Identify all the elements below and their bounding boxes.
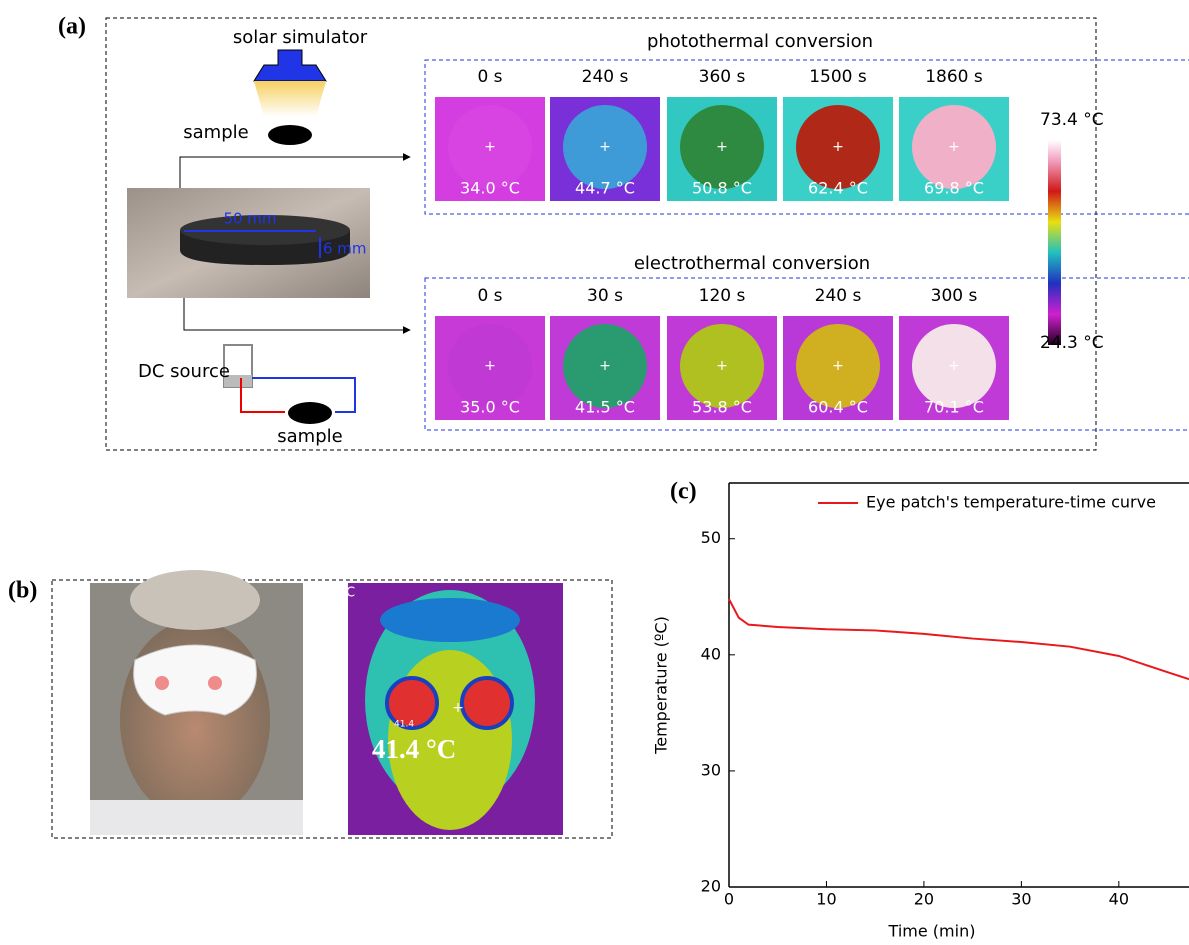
y-tick-label: 20 xyxy=(701,877,721,896)
section-title: photothermal conversion xyxy=(647,31,873,52)
light-beam xyxy=(254,81,326,117)
time-label: 240 s xyxy=(815,286,862,306)
temperature: 41.4 °C xyxy=(372,734,456,764)
panel-label: (b) xyxy=(8,578,37,604)
crosshair: + xyxy=(599,139,611,155)
temperature-label: 41.5 °C xyxy=(575,398,635,417)
crosshair: + xyxy=(832,139,844,155)
hair xyxy=(130,570,260,630)
colorbar xyxy=(1048,140,1061,345)
time-label: 360 s xyxy=(699,67,746,87)
decor xyxy=(208,676,222,690)
time-label: 1860 s xyxy=(925,67,983,87)
temperature-label: 35.0 °C xyxy=(460,398,520,417)
time-label: 30 s xyxy=(587,286,623,306)
label: DC source xyxy=(138,361,230,382)
temperature-label: 60.4 °C xyxy=(808,398,868,417)
temperature-label: 62.4 °C xyxy=(808,179,868,198)
time-label: 240 s xyxy=(582,67,629,87)
spot-value: 41.4 xyxy=(394,720,414,730)
label: 50 mm xyxy=(223,210,276,228)
x-tick-label: 10 xyxy=(816,890,836,909)
y-tick-label: 30 xyxy=(701,760,721,779)
y-tick-label: 40 xyxy=(701,644,721,663)
temperature-label: 69.8 °C xyxy=(924,179,984,198)
temperature-label: 50.8 °C xyxy=(692,179,752,198)
time-label: 300 s xyxy=(931,286,978,306)
label: 6 mm xyxy=(323,240,367,258)
label: sample xyxy=(277,426,342,447)
crosshair: + xyxy=(832,358,844,374)
time-label: 120 s xyxy=(699,286,746,306)
thermal-corner: C xyxy=(346,586,355,601)
label: solar simulator xyxy=(233,27,368,48)
x-axis-label: Time (min) xyxy=(888,922,976,941)
sample-icon xyxy=(268,125,312,145)
arrow xyxy=(184,298,410,330)
legend-label: Eye patch's temperature-time curve xyxy=(866,493,1156,512)
shirt xyxy=(90,800,303,835)
time-label: 0 s xyxy=(477,67,502,87)
time-label: 1500 s xyxy=(809,67,867,87)
crosshair: + xyxy=(599,358,611,374)
crosshair: + xyxy=(452,700,464,716)
simulator-icon xyxy=(254,50,326,81)
colorbar-label: 73.4 °C xyxy=(1040,110,1104,130)
x-tick-label: 20 xyxy=(914,890,934,909)
x-tick-label: 40 xyxy=(1109,890,1129,909)
x-tick-label: 30 xyxy=(1011,890,1031,909)
x-tick-label: 0 xyxy=(724,890,734,909)
section-title: electrothermal conversion xyxy=(634,253,870,274)
crosshair: + xyxy=(948,358,960,374)
series-line xyxy=(729,599,1189,679)
y-axis-label: Temperature (ºC) xyxy=(652,616,671,755)
arrow xyxy=(180,157,410,188)
figure: (a) solar simulator sample 50 mm 6 mm DC… xyxy=(0,0,1189,945)
colorbar-label: 24.3 °C xyxy=(1040,333,1104,353)
temperature-label: 44.7 °C xyxy=(575,179,635,198)
y-tick-label: 50 xyxy=(701,528,721,547)
crosshair: + xyxy=(484,139,496,155)
panel-label: (a) xyxy=(58,14,86,40)
crosshair: + xyxy=(716,139,728,155)
thermal-eye xyxy=(462,678,512,728)
thermal-hair xyxy=(380,598,520,642)
crosshair: + xyxy=(948,139,960,155)
temperature-label: 34.0 °C xyxy=(460,179,520,198)
temperature-label: 70.1 °C xyxy=(924,398,984,417)
label: sample xyxy=(183,122,248,143)
sample-icon xyxy=(288,402,332,424)
eye-patch xyxy=(134,645,257,715)
crosshair: + xyxy=(716,358,728,374)
crosshair: + xyxy=(484,358,496,374)
decor xyxy=(155,676,169,690)
time-label: 0 s xyxy=(477,286,502,306)
panel-label: (c) xyxy=(670,479,697,505)
temperature-label: 53.8 °C xyxy=(692,398,752,417)
